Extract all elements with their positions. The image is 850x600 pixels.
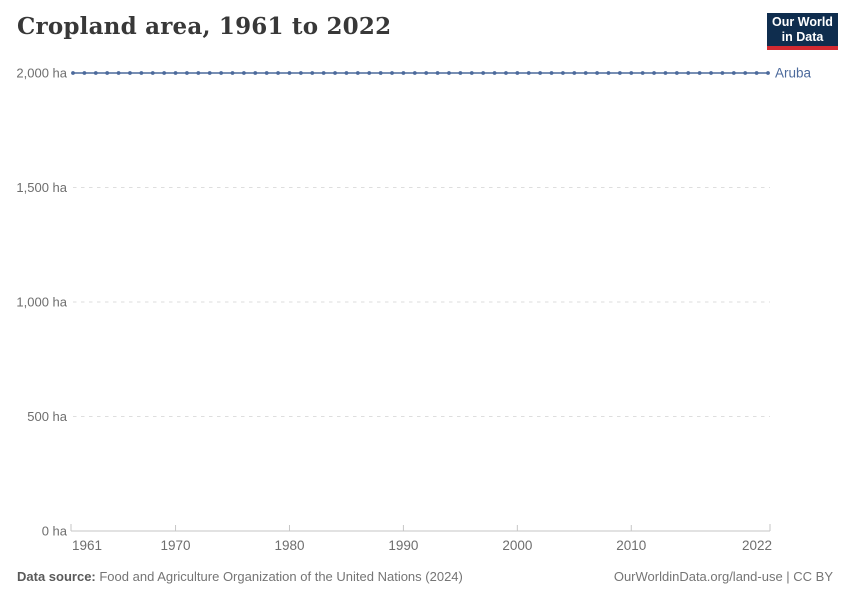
entity-label[interactable]: Aruba [775,66,812,81]
data-point-marker[interactable] [447,71,451,75]
data-point-marker[interactable] [481,71,486,75]
data-point-marker[interactable] [298,71,303,75]
data-point-marker[interactable] [378,71,383,75]
data-point-marker[interactable] [173,71,178,75]
data-source-label: Data source: [17,569,96,584]
owid-logo-line2: in Data [781,29,824,44]
data-point-marker[interactable] [572,71,577,75]
data-source-text: Food and Agriculture Organization of the… [95,569,463,584]
data-point-marker[interactable] [242,71,246,75]
data-point-marker[interactable] [526,71,531,75]
data-point-marker[interactable] [310,71,315,75]
data-point-marker[interactable] [709,71,713,75]
data-point-marker[interactable] [185,71,189,75]
data-point-marker[interactable] [139,71,144,75]
data-point-marker[interactable] [469,71,474,75]
x-axis-tick-label: 2000 [502,538,532,553]
data-point-marker[interactable] [276,71,280,75]
data-point-marker[interactable] [412,71,417,75]
data-point-marker[interactable] [663,71,668,75]
data-point-marker[interactable] [652,71,656,75]
data-point-marker[interactable] [561,71,565,75]
data-point-marker[interactable] [492,71,497,75]
data-point-marker[interactable] [583,71,588,75]
data-point-marker[interactable] [606,71,611,75]
data-point-marker[interactable] [116,71,121,75]
data-point-marker[interactable] [150,71,155,75]
data-point-marker[interactable] [355,71,360,75]
data-point-marker[interactable] [344,71,349,75]
data-point-marker[interactable] [230,71,235,75]
data-point-marker[interactable] [333,71,337,75]
series-aruba[interactable] [71,71,770,75]
data-point-marker[interactable] [629,71,634,75]
data-point-marker[interactable] [367,71,372,75]
data-point-marker[interactable] [219,71,224,75]
data-point-marker[interactable] [720,71,725,75]
data-point-marker[interactable] [435,71,440,75]
data-point-marker[interactable] [766,71,770,75]
data-point-marker[interactable] [196,71,201,75]
credit-link[interactable]: OurWorldinData.org/land-use | CC BY [613,569,833,584]
data-point-marker[interactable] [743,71,748,75]
data-point-marker[interactable] [697,71,702,75]
data-point-marker[interactable] [640,71,645,75]
data-point-marker[interactable] [504,71,508,75]
x-axis-tick-label: 1980 [274,538,304,553]
data-point-marker[interactable] [686,71,691,75]
data-point-marker[interactable] [674,71,679,75]
chart-title: Cropland area, 1961 to 2022 [17,13,392,40]
x-axis-tick-label: 2010 [616,538,646,553]
x-axis-tick-label: 1970 [161,538,191,553]
data-point-marker[interactable] [128,71,132,75]
data-point-marker[interactable] [754,71,759,75]
data-point-marker[interactable] [424,71,429,75]
data-point-marker[interactable] [287,71,292,75]
data-point-marker[interactable] [401,71,406,75]
data-point-marker[interactable] [549,71,554,75]
data-point-marker[interactable] [105,71,110,75]
data-point-marker[interactable] [162,71,167,75]
y-axis-tick-label: 1,500 ha [16,180,67,195]
data-source-line: Data source: Food and Agriculture Organi… [17,569,463,584]
data-point-marker[interactable] [82,71,87,75]
data-point-marker[interactable] [617,71,622,75]
data-point-marker[interactable] [253,71,258,75]
owid-logo-line1: Our World [772,15,833,29]
y-axis-tick-label: 500 ha [27,409,68,424]
x-axis-tick-label: 2022 [742,538,772,553]
data-point-marker[interactable] [595,71,599,75]
y-axis-tick-label: 1,000 ha [16,295,67,310]
data-point-marker[interactable] [71,71,75,75]
data-point-marker[interactable] [515,71,520,75]
x-axis-tick-label: 1990 [388,538,418,553]
data-point-marker[interactable] [264,71,269,75]
data-point-marker[interactable] [390,71,394,75]
data-point-marker[interactable] [207,71,212,75]
data-point-marker[interactable] [321,71,326,75]
data-point-marker[interactable] [538,71,543,75]
x-axis-tick-label: 1961 [72,538,102,553]
y-axis-tick-label: 2,000 ha [16,66,67,81]
data-point-marker[interactable] [731,71,736,75]
data-point-marker[interactable] [458,71,463,75]
owid-logo[interactable]: Our World in Data [767,13,838,50]
data-point-marker[interactable] [93,71,98,75]
y-axis-tick-label: 0 ha [42,524,68,539]
